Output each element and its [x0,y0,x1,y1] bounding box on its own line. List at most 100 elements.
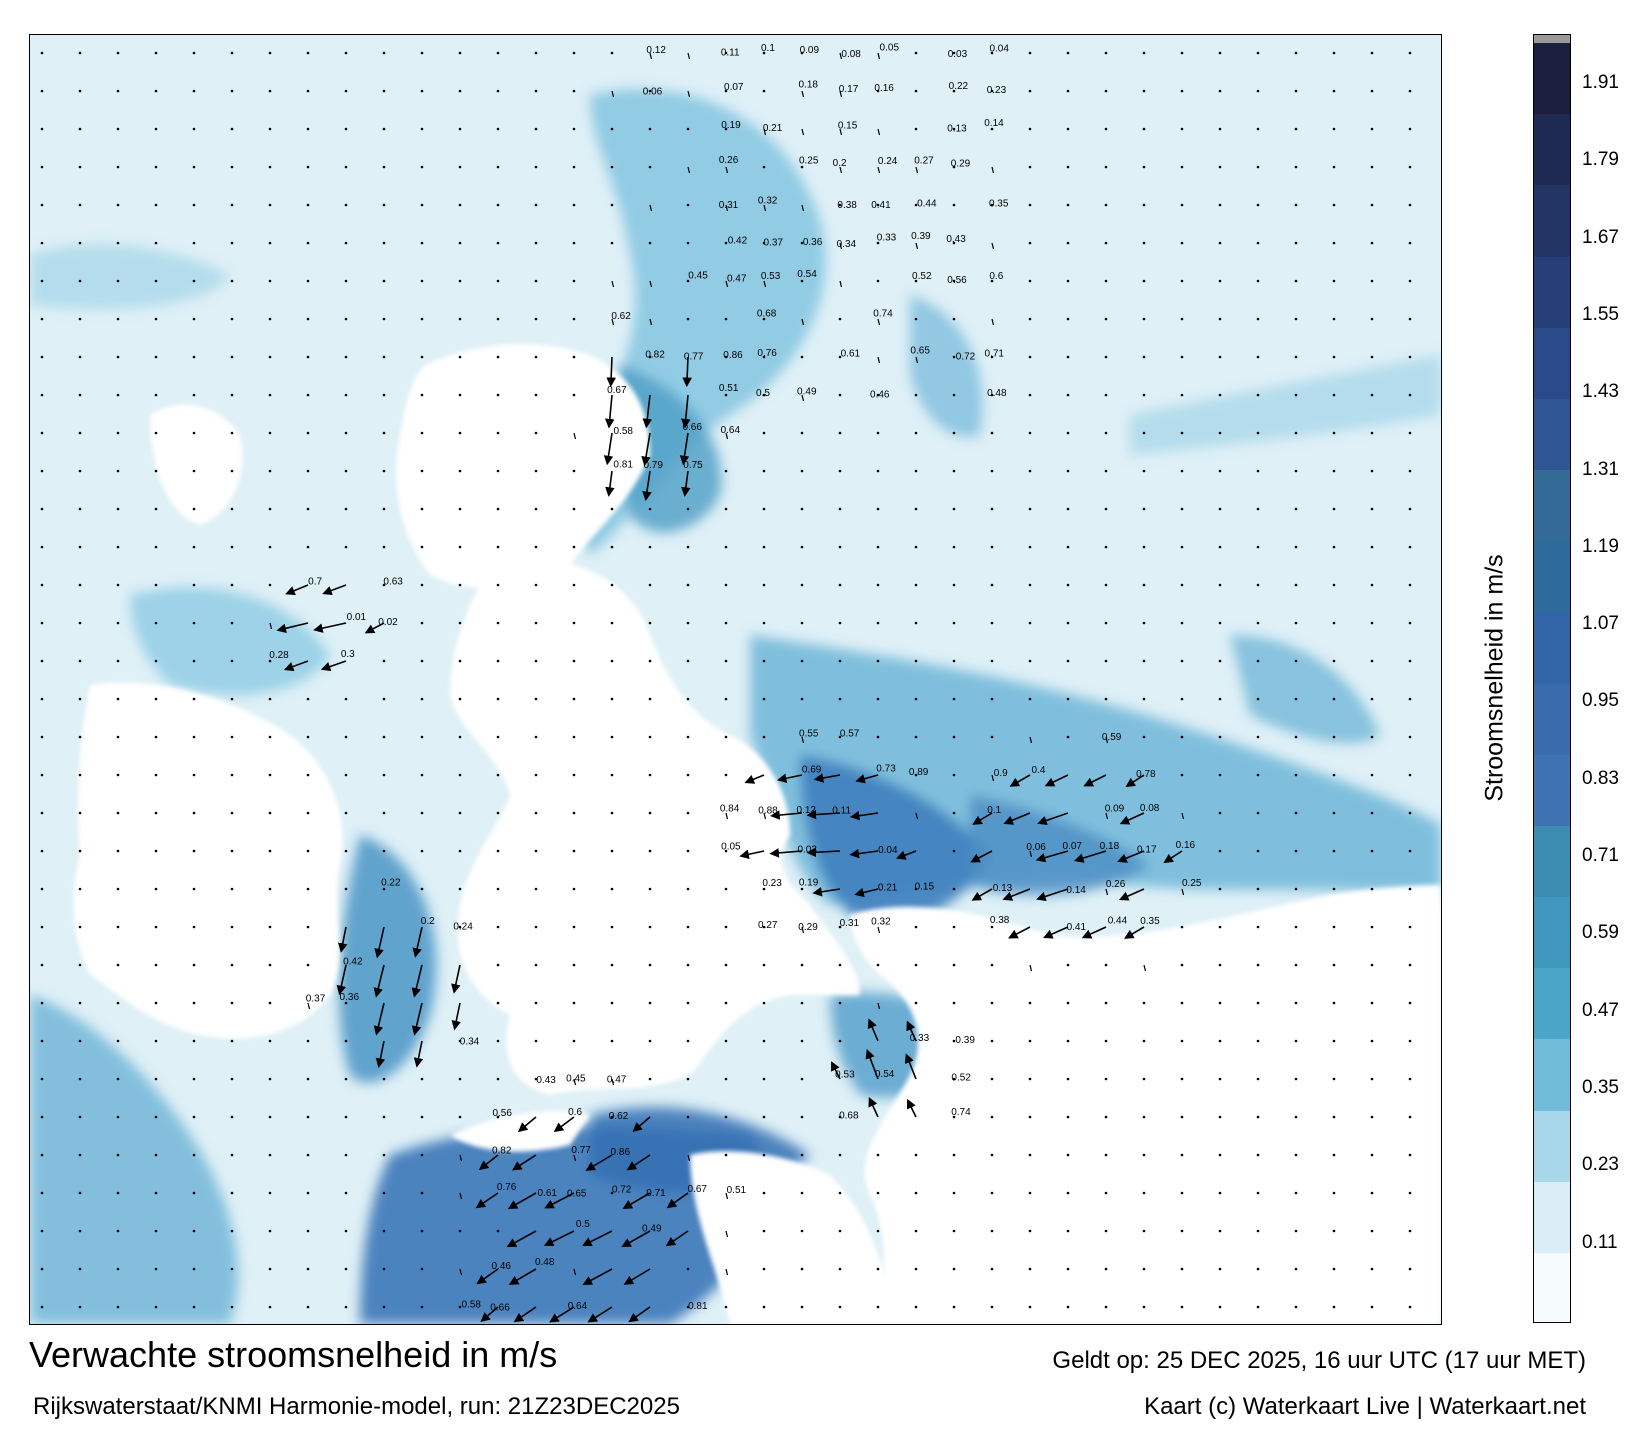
grid-dot [762,1077,766,1081]
grid-dot [534,583,538,587]
current-arrow [776,773,803,783]
grid-dot [914,127,918,131]
grid-dot [800,545,804,549]
grid-dot [40,621,44,625]
current-arrow [1143,964,1147,972]
grid-dot [876,1191,880,1195]
grid-dot [1028,1153,1032,1157]
grid-dot [1104,621,1108,625]
grid-dot [990,1305,994,1309]
grid-dot [1408,203,1412,207]
grid-dot [534,51,538,55]
grid-dot [344,127,348,131]
grid-dot [1028,697,1032,701]
grid-dot [1218,203,1222,207]
grid-dot [154,355,158,359]
grid-dot [458,51,462,55]
grid-dot [838,1229,842,1233]
velocity-label: 0.6 [989,271,1003,282]
current-arrow [1125,774,1145,788]
current-arrow [641,432,651,467]
grid-dot [1180,51,1184,55]
grid-dot [344,811,348,815]
grid-dot [192,773,196,777]
grid-dot [1180,545,1184,549]
current-arrow [373,964,385,998]
grid-dot [1370,89,1374,93]
grid-dot [1218,1115,1222,1119]
grid-dot [876,279,880,283]
colorbar-tick-label: 1.91 [1582,72,1619,93]
grid-dot [1294,1229,1298,1233]
grid-dot [1332,735,1336,739]
grid-dot [1142,545,1146,549]
grid-dot [1066,1267,1070,1271]
grid-dot [458,621,462,625]
grid-dot [1294,621,1298,625]
colorbar-segment [1534,754,1570,827]
grid-dot [1180,925,1184,929]
grid-dot [952,1229,956,1233]
grid-dot [1370,51,1374,55]
grid-dot [230,1191,234,1195]
grid-dot [648,811,652,815]
grid-dot [534,1039,538,1043]
velocity-label: 0.33 [910,1033,930,1044]
grid-dot [78,925,82,929]
grid-dot [952,393,956,397]
grid-dot [610,887,614,891]
grid-dot [1294,963,1298,967]
grid-dot [192,279,196,283]
grid-dot [648,507,652,511]
current-arrow [1036,888,1069,902]
grid-dot [1294,279,1298,283]
grid-dot [762,1001,766,1005]
grid-dot [192,1305,196,1309]
grid-dot [1180,165,1184,169]
grid-dot [306,127,310,131]
grid-dot [876,659,880,663]
velocity-label: 0.79 [643,460,663,471]
grid-dot [40,279,44,283]
grid-dot [420,355,424,359]
grid-dot [458,507,462,511]
velocity-label: 0.29 [798,922,818,933]
velocity-label: 0.01 [347,612,367,623]
grid-dot [420,1115,424,1119]
current-arrow [1002,888,1031,901]
grid-dot [762,165,766,169]
grid-dot [1408,583,1412,587]
grid-dot [1294,1115,1298,1119]
grid-dot [648,1039,652,1043]
grid-dot [952,279,956,283]
grid-dot [496,583,500,587]
velocity-label: 0.68 [839,1110,859,1121]
velocity-label: 0.71 [985,349,1005,360]
grid-dot [1256,925,1260,929]
grid-dot [116,1229,120,1233]
grid-dot [154,1153,158,1157]
current-arrow [1181,812,1185,820]
grid-dot [344,1077,348,1081]
grid-dot [1408,887,1412,891]
grid-dot [268,241,272,245]
grid-dot [1066,127,1070,131]
grid-dot [496,773,500,777]
grid-dot [1218,849,1222,853]
grid-dot [1332,1001,1336,1005]
current-arrow [1119,812,1145,825]
grid-dot [40,507,44,511]
current-arrow [1035,850,1069,863]
grid-dot [40,393,44,397]
grid-dot [116,203,120,207]
grid-dot [1104,241,1108,245]
grid-dot [1066,89,1070,93]
grid-dot [458,1077,462,1081]
current-arrow [283,660,309,672]
current-arrow [687,52,691,60]
grid-dot [1370,1267,1374,1271]
grid-dot [762,241,766,245]
grid-dot [800,1001,804,1005]
grid-dot [344,1191,348,1195]
grid-dot [1142,165,1146,169]
